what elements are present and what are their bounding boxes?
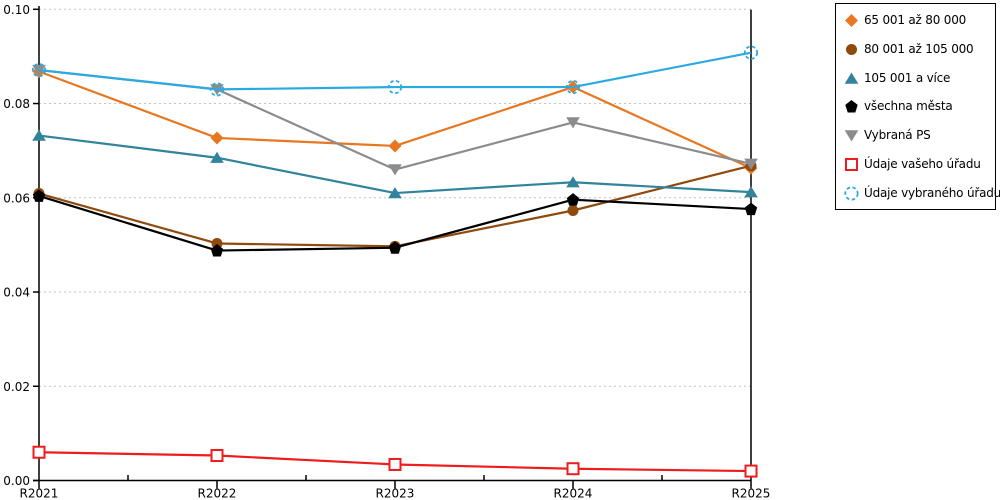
pentagon-icon [845,100,858,113]
legend-label: Vybraná PS [864,128,931,143]
series-5 [32,445,758,478]
data-point-marker [388,457,402,471]
legend-label: všechna města [864,99,953,114]
legend-marker [843,185,860,201]
legend-label: 65 001 až 80 000 [864,13,967,28]
series-2 [32,129,758,199]
circle-icon [846,44,857,56]
legend-marker [843,156,860,172]
data-point-marker [32,129,46,141]
legend-marker [843,127,860,143]
data-point-marker [387,79,403,95]
legend-marker [843,12,860,28]
legend-label: Údaje vybraného úřadu [864,185,1000,200]
data-point-marker [566,117,580,129]
series-6 [31,45,759,97]
x-tick-label: R2021 [20,487,59,500]
data-point-marker [31,62,47,78]
legend-marker [843,70,860,86]
legend-item: Údaje vašeho úřadu [843,150,995,177]
legend: 65 001 až 80 000 80 001 až 105 000 105 0… [835,3,1000,210]
y-tick-label: 0.02 [3,380,30,394]
y-tick-label: 0.04 [3,286,30,300]
legend-item: 65 001 až 80 000 [843,7,995,34]
data-point-marker [744,186,758,198]
data-point-marker [388,187,402,199]
y-tick-label: 0.08 [3,97,30,111]
legend-marker [843,98,860,114]
legend-item: všechna města [843,93,995,120]
data-point-marker [210,131,224,145]
x-tick-label: R2022 [198,487,237,500]
data-point-marker [210,449,224,463]
triangle-down-icon [844,130,859,142]
diamond-icon [845,14,858,28]
data-point-marker [743,45,759,60]
triangle-up-icon [844,72,859,84]
circle-dashed-icon [844,185,859,201]
data-point-marker [388,164,402,176]
data-point-marker [32,189,46,202]
square-icon [845,157,858,171]
data-point-marker [209,82,225,97]
data-point-marker [744,158,758,170]
diamond-icon [845,14,858,28]
axes: 0.00 0.02 0.04 0.06 0.08 0.10 R2021 R2022 R2023 R… [3,3,770,500]
data-point-marker [388,241,402,254]
legend-label: 80 001 až 105 000 [864,42,974,57]
data-point-marker [565,79,581,95]
data-point-marker [744,202,758,216]
legend-item: 105 001 a více [843,64,995,91]
series-line [38,51,752,91]
data-point-marker [210,151,224,163]
x-tick-label: R2023 [376,487,415,500]
data-point-marker [566,193,580,206]
data-point-marker [567,205,579,217]
triangle-down-icon [844,130,859,142]
legend-label: Údaje vašeho úřadu [864,156,981,171]
data-point-marker [744,464,758,478]
data-point-marker [566,462,580,476]
y-tick-label: 0.10 [3,3,30,17]
triangle-up-icon [844,72,859,84]
legend-marker [843,41,860,57]
circle-dashed-icon [844,185,859,201]
pentagon-icon [845,100,858,113]
data-point-marker [32,445,46,459]
y-tick-label: 0.00 [3,474,30,488]
y-tick-label: 0.06 [3,191,30,205]
data-point-marker [388,139,402,153]
data-point-marker [210,244,224,257]
series-line [38,164,752,248]
legend-item: Údaje vybraného úřadu [843,179,1000,206]
x-tick-label: R2025 [732,487,771,500]
square-icon [845,157,858,171]
data-point-marker [566,176,580,188]
legend-label: 105 001 a více [864,70,951,85]
legend-item: 80 001 až 105 000 [843,36,995,63]
series-3 [32,189,758,257]
legend-item: Vybraná PS [843,122,995,149]
x-tick-label: R2024 [554,487,593,500]
circle-icon [846,44,857,56]
